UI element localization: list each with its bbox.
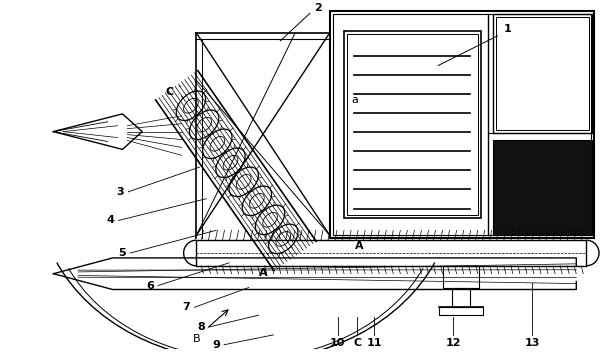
Bar bbox=[452, 288, 470, 307]
Bar bbox=[497, 17, 589, 130]
Text: 1: 1 bbox=[503, 24, 511, 34]
Text: ˆ: ˆ bbox=[178, 86, 182, 95]
Bar bbox=[347, 34, 478, 215]
Text: 2: 2 bbox=[314, 3, 322, 13]
Text: A: A bbox=[259, 268, 268, 278]
Text: C: C bbox=[353, 338, 361, 348]
Bar bbox=[493, 139, 592, 235]
Text: a: a bbox=[351, 95, 358, 105]
Text: 5: 5 bbox=[118, 248, 126, 258]
Text: C: C bbox=[166, 87, 174, 97]
Text: 4: 4 bbox=[107, 215, 115, 225]
Bar bbox=[443, 266, 479, 288]
Text: B: B bbox=[192, 334, 200, 344]
Bar bbox=[333, 14, 591, 235]
Text: 11: 11 bbox=[366, 338, 382, 348]
Text: 3: 3 bbox=[117, 187, 124, 197]
Text: 12: 12 bbox=[445, 338, 461, 348]
Text: A: A bbox=[355, 241, 364, 251]
Bar bbox=[330, 11, 594, 238]
Text: 13: 13 bbox=[524, 338, 540, 348]
Bar bbox=[197, 240, 586, 266]
Text: 9: 9 bbox=[212, 340, 220, 350]
Bar bbox=[493, 14, 592, 133]
Text: 7: 7 bbox=[183, 302, 191, 312]
Text: 6: 6 bbox=[146, 281, 154, 290]
Bar bbox=[344, 31, 481, 219]
Text: 10: 10 bbox=[330, 338, 345, 348]
Bar bbox=[439, 307, 483, 315]
Text: 8: 8 bbox=[197, 322, 205, 332]
